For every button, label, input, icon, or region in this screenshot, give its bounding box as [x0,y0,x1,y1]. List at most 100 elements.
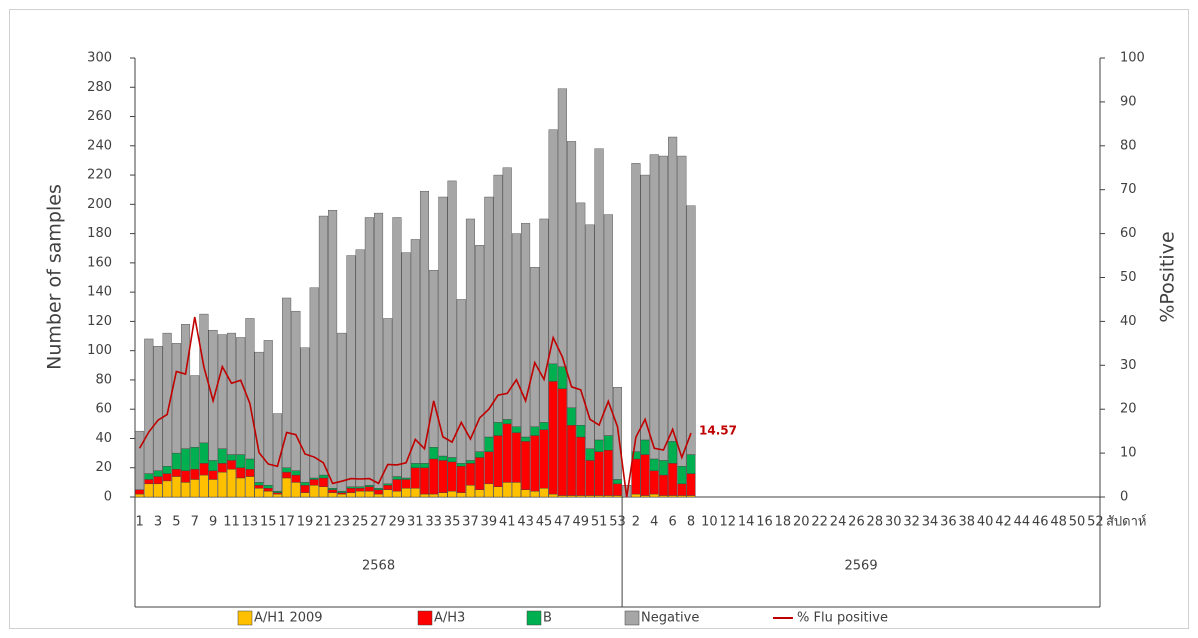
bar-segment [309,479,319,486]
bar-segment [557,366,567,389]
bar-segment [557,88,567,367]
bar-segment [530,267,540,427]
bar-segment [208,329,218,461]
bar-segment [245,318,255,460]
x-tick-label: 18 [775,515,792,530]
bar-segment [465,218,475,461]
y-tick-label: 220 [87,168,112,183]
x-tick-label: 9 [209,515,217,530]
bar-segment [594,439,604,452]
bar-segment [475,451,485,458]
x-tick-label: 53 [609,515,626,530]
x-tick-label: 19 [297,515,314,530]
x-tick-label: 22 [811,515,828,530]
bar-segment [208,460,218,471]
bar-segment [309,477,319,480]
bar-segment [539,429,549,489]
y-tick-label: 20 [95,460,112,475]
bar-segment [171,476,181,498]
bar-segment [374,493,384,498]
bar-segment [567,495,577,498]
y-tick-label: 140 [87,285,112,300]
x-tick-label: 8 [687,515,695,530]
bar-segment [465,460,475,464]
bar-segment [300,347,310,483]
x-tick-label: 45 [536,515,553,530]
bar-segment [300,492,310,498]
x-tick-label: 16 [756,515,773,530]
bar-segment [162,480,172,498]
bar-segment [649,458,659,471]
bar-segment [576,202,586,426]
bar-segment [438,492,448,498]
x-tick-label: 30 [885,515,902,530]
bar-segment [254,485,264,489]
bar-segment [355,486,365,489]
bar-segment [658,460,668,476]
y2-tick-label: 60 [1120,226,1137,241]
bar-segment [291,474,301,483]
x-tick-label: 31 [407,515,424,530]
bar-segment [162,473,172,482]
bar-segment [181,448,191,471]
y-tick-label: 280 [87,80,112,95]
bar-segment [493,486,503,498]
bar-segment [153,476,163,485]
y2-tick-label: 90 [1120,94,1137,109]
bar-segment [658,155,668,461]
bar-segment [640,174,650,441]
bar-segment [272,492,282,495]
bar-segment [171,468,181,477]
bar-segment [364,490,374,498]
bar-segment [576,436,586,496]
y-axis-title: Number of samples [44,184,66,370]
bar-segment [272,490,282,493]
bar-segment [429,458,439,495]
bar-segment [254,488,264,498]
y2-tick-label: 10 [1120,446,1137,461]
x-tick-label: 48 [1050,515,1067,530]
bar-segment [263,340,273,486]
bar-segment [585,460,595,496]
bar-segment [686,454,696,474]
bar-segment [447,457,457,463]
bar-segment [548,363,558,382]
x-tick-label: 2 [632,515,640,530]
y2-tick-label: 50 [1120,270,1137,285]
bar-segment [153,346,163,471]
bar-segment [144,338,154,474]
bar-segment [318,477,328,487]
bar-segment [410,488,420,498]
x-tick-label: 15 [260,515,277,530]
bar-segment [631,493,641,498]
x-tick-label: 27 [370,515,387,530]
y-tick-label: 160 [87,255,112,270]
legend-label: A/H3 [434,611,465,626]
bar-segment [245,468,255,477]
bar-segment [217,334,227,449]
bar-segment [318,474,328,479]
bar-segment [236,454,246,468]
bar-segment [658,495,668,498]
bar-segment [612,495,623,498]
bar-segment [282,467,292,473]
bar-segment [383,318,393,485]
x-tick-label: 3 [154,515,162,530]
bar-segment [328,488,338,490]
bar-segment [493,435,503,487]
bar-segment [677,155,687,467]
bar-segment [318,486,328,498]
bar-segment [410,239,420,464]
bar-segment [374,488,384,490]
bar-segment [392,490,402,498]
bar-segment [447,180,457,458]
bar-segment [677,466,687,485]
data-label: 14.57 [699,424,737,438]
y-tick-label: 100 [87,343,112,358]
bar-segment [144,473,154,480]
bar-segment [640,439,650,455]
bar-segment [567,141,577,408]
bar-segment [337,493,347,498]
bar-segment [199,313,209,444]
bar-segment [300,482,310,486]
